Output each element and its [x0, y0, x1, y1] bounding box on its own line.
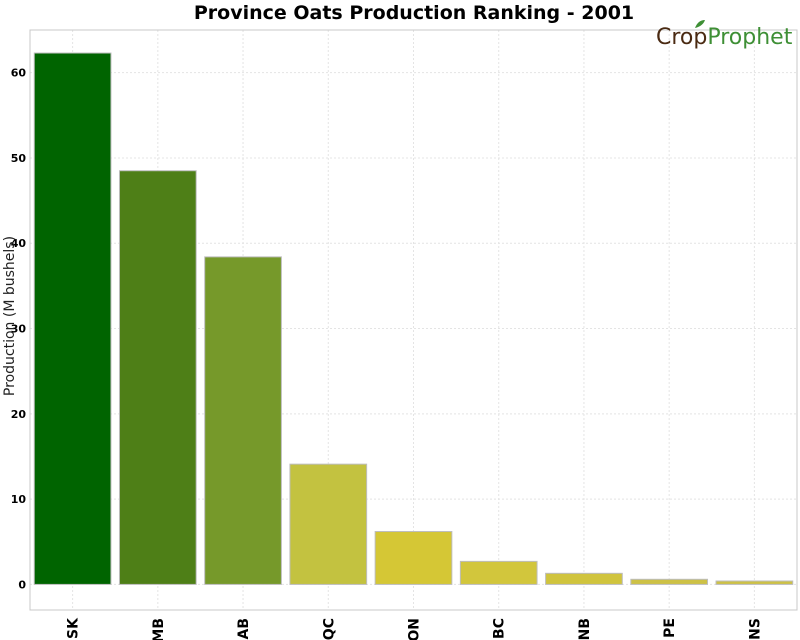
chart-title: Province Oats Production Ranking - 2001: [194, 2, 634, 24]
x-tick-label: QC: [321, 618, 337, 640]
x-tick-label: PE: [662, 618, 678, 638]
y-tick-label: 0: [18, 578, 26, 591]
y-tick-label: 20: [11, 408, 27, 421]
plot-frame: [29, 29, 798, 611]
bar-ns: [715, 580, 794, 585]
x-tick-label: MB: [151, 618, 167, 640]
svg-text:CropProphet: CropProphet: [656, 25, 793, 50]
y-axis-label: Production (M bushels): [2, 236, 18, 396]
x-tick-label: AB: [236, 618, 252, 640]
x-tick-label: ON: [407, 618, 423, 640]
bar-ab: [204, 256, 282, 585]
bar-qc: [289, 463, 368, 585]
bar-bc: [459, 560, 538, 585]
bar-nb: [545, 572, 623, 585]
y-tick-label: 10: [11, 493, 27, 506]
x-tick-label: NS: [747, 618, 763, 640]
x-axis-ticks: SK MB AB QC ON BC NB PE NS: [66, 617, 764, 640]
leaf-icon: [695, 20, 705, 28]
logo-text-crop: Crop: [656, 25, 707, 50]
bar-on: [374, 531, 453, 585]
y-tick-label: 40: [11, 237, 27, 250]
y-axis-ticks: 0 10 20 30 40 50 60: [11, 67, 27, 592]
x-tick-label: SK: [66, 617, 82, 639]
bar-pe: [630, 578, 709, 585]
bars: [33, 52, 794, 585]
y-tick-label: 30: [11, 323, 27, 336]
bar-sk: [33, 52, 112, 585]
x-tick-label: BC: [492, 618, 508, 639]
y-tick-label: 50: [11, 152, 27, 165]
logo-text-prophet: Prophet: [707, 25, 792, 50]
bar-mb: [118, 170, 197, 585]
y-tick-label: 60: [11, 67, 27, 80]
cropprophet-logo: CropProphet: [656, 20, 793, 50]
x-tick-label: NB: [577, 618, 593, 640]
